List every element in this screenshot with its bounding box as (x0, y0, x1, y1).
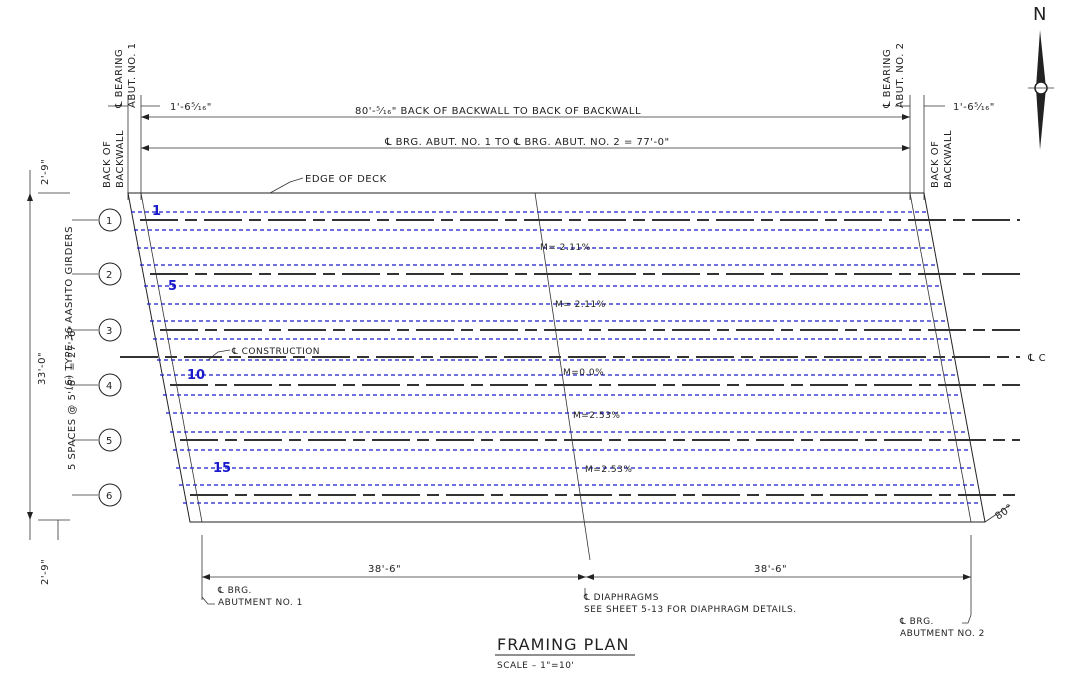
construction-label: ℄ CONSTRUCTION (231, 347, 320, 357)
lane-number: 10 (187, 368, 205, 383)
drawing-title: FRAMING PLAN (497, 635, 629, 654)
bearing-abut-2-label-2: ABUT. NO. 2 (895, 43, 906, 108)
brg-abut-2-label: ℄ BRG. (899, 617, 934, 627)
top-overhang-dim: 2'-9" (40, 159, 51, 185)
girder-bubble-4 (98, 373, 122, 397)
bearing-abut-1-label: ℄ BEARING (114, 49, 125, 109)
lane-number: 15 (213, 461, 231, 476)
slope-label: M= 2.11% (555, 300, 606, 310)
girder-type-label: (6) TYPE 36 AASHTO GIRDERS (64, 226, 75, 390)
deck-width-dim: 33'-0" (37, 352, 48, 385)
girder-bubble-2 (98, 262, 122, 286)
bearing-abut-2-label: ℄ BEARING (882, 49, 893, 109)
left-dimensions (27, 170, 70, 540)
back-of-backwall-right-label: BACK OF (930, 141, 941, 188)
girder-bubble-1 (98, 208, 122, 232)
girder-number: 4 (106, 381, 112, 392)
girder-number: 3 (106, 326, 112, 337)
girder-number: 2 (106, 270, 112, 281)
brg-abut-1-label-2: ABUTMENT NO. 1 (218, 598, 303, 608)
bottom-dimensions (201, 535, 972, 615)
overall-dim: 80'-⁵⁄₁₆" BACK OF BACKWALL TO BACK OF BA… (355, 106, 641, 117)
lane-number: 1 (152, 204, 161, 219)
bearing-span-dim: ℄ BRG. ABUT. NO. 1 TO ℄ BRG. ABUT. NO. 2… (384, 137, 670, 148)
girder-lines (120, 219, 1020, 496)
back-of-backwall-right-label-2: BACKWALL (943, 130, 954, 188)
north-label: N (1033, 4, 1046, 25)
diaphragms-label: ℄ DIAPHRAGMS (583, 593, 659, 603)
top-dimensions (108, 95, 945, 200)
girder-bubbles: 1 2 3 4 5 6 (72, 208, 122, 507)
left-offset-dim: 1'-6⁵⁄₁₆" (170, 102, 212, 113)
brg-abut-1-label: ℄ BRG. (217, 586, 252, 596)
right-construction-label: ℄ C (1027, 353, 1046, 364)
lane-number: 5 (168, 279, 177, 294)
drawing-scale: SCALE – 1"=10' (497, 661, 574, 671)
girder-spacing-dim: 5 SPACES @ 5'-6" = 27'-6" (67, 325, 78, 470)
slope-label: M=2.53% (585, 465, 632, 475)
girder-number: 5 (106, 436, 112, 447)
girder-bubble-5 (98, 428, 122, 452)
slope-label: M=0.0% (563, 368, 604, 378)
slope-label: M=2.53% (573, 411, 620, 421)
bottom-overhang-dim: 2'-9" (40, 559, 51, 585)
back-of-backwall-left-label-2: BACKWALL (115, 130, 126, 188)
back-of-backwall-left-label: BACK OF (102, 141, 113, 188)
half-span-right-dim: 38'-6" (754, 564, 787, 575)
girder-bubble-6 (98, 483, 122, 507)
girder-number: 6 (106, 491, 112, 502)
half-span-left-dim: 38'-6" (368, 564, 401, 575)
diaphragms-label-2: SEE SHEET 5-13 FOR DIAPHRAGM DETAILS. (584, 605, 797, 615)
edge-of-deck-label: EDGE OF DECK (305, 174, 387, 185)
girder-number: 1 (106, 216, 112, 227)
brg-abut-2-label-2: ABUTMENT NO. 2 (900, 629, 985, 639)
slope-label: M= 2.11% (540, 243, 591, 253)
skew-angle-label: 80° (993, 502, 1015, 522)
girder-bubble-3 (98, 318, 122, 342)
bearing-abut-1-label-2: ABUT. NO. 1 (127, 43, 138, 108)
north-arrow: N (1028, 4, 1054, 150)
right-offset-dim: 1'-6⁵⁄₁₆" (953, 102, 995, 113)
